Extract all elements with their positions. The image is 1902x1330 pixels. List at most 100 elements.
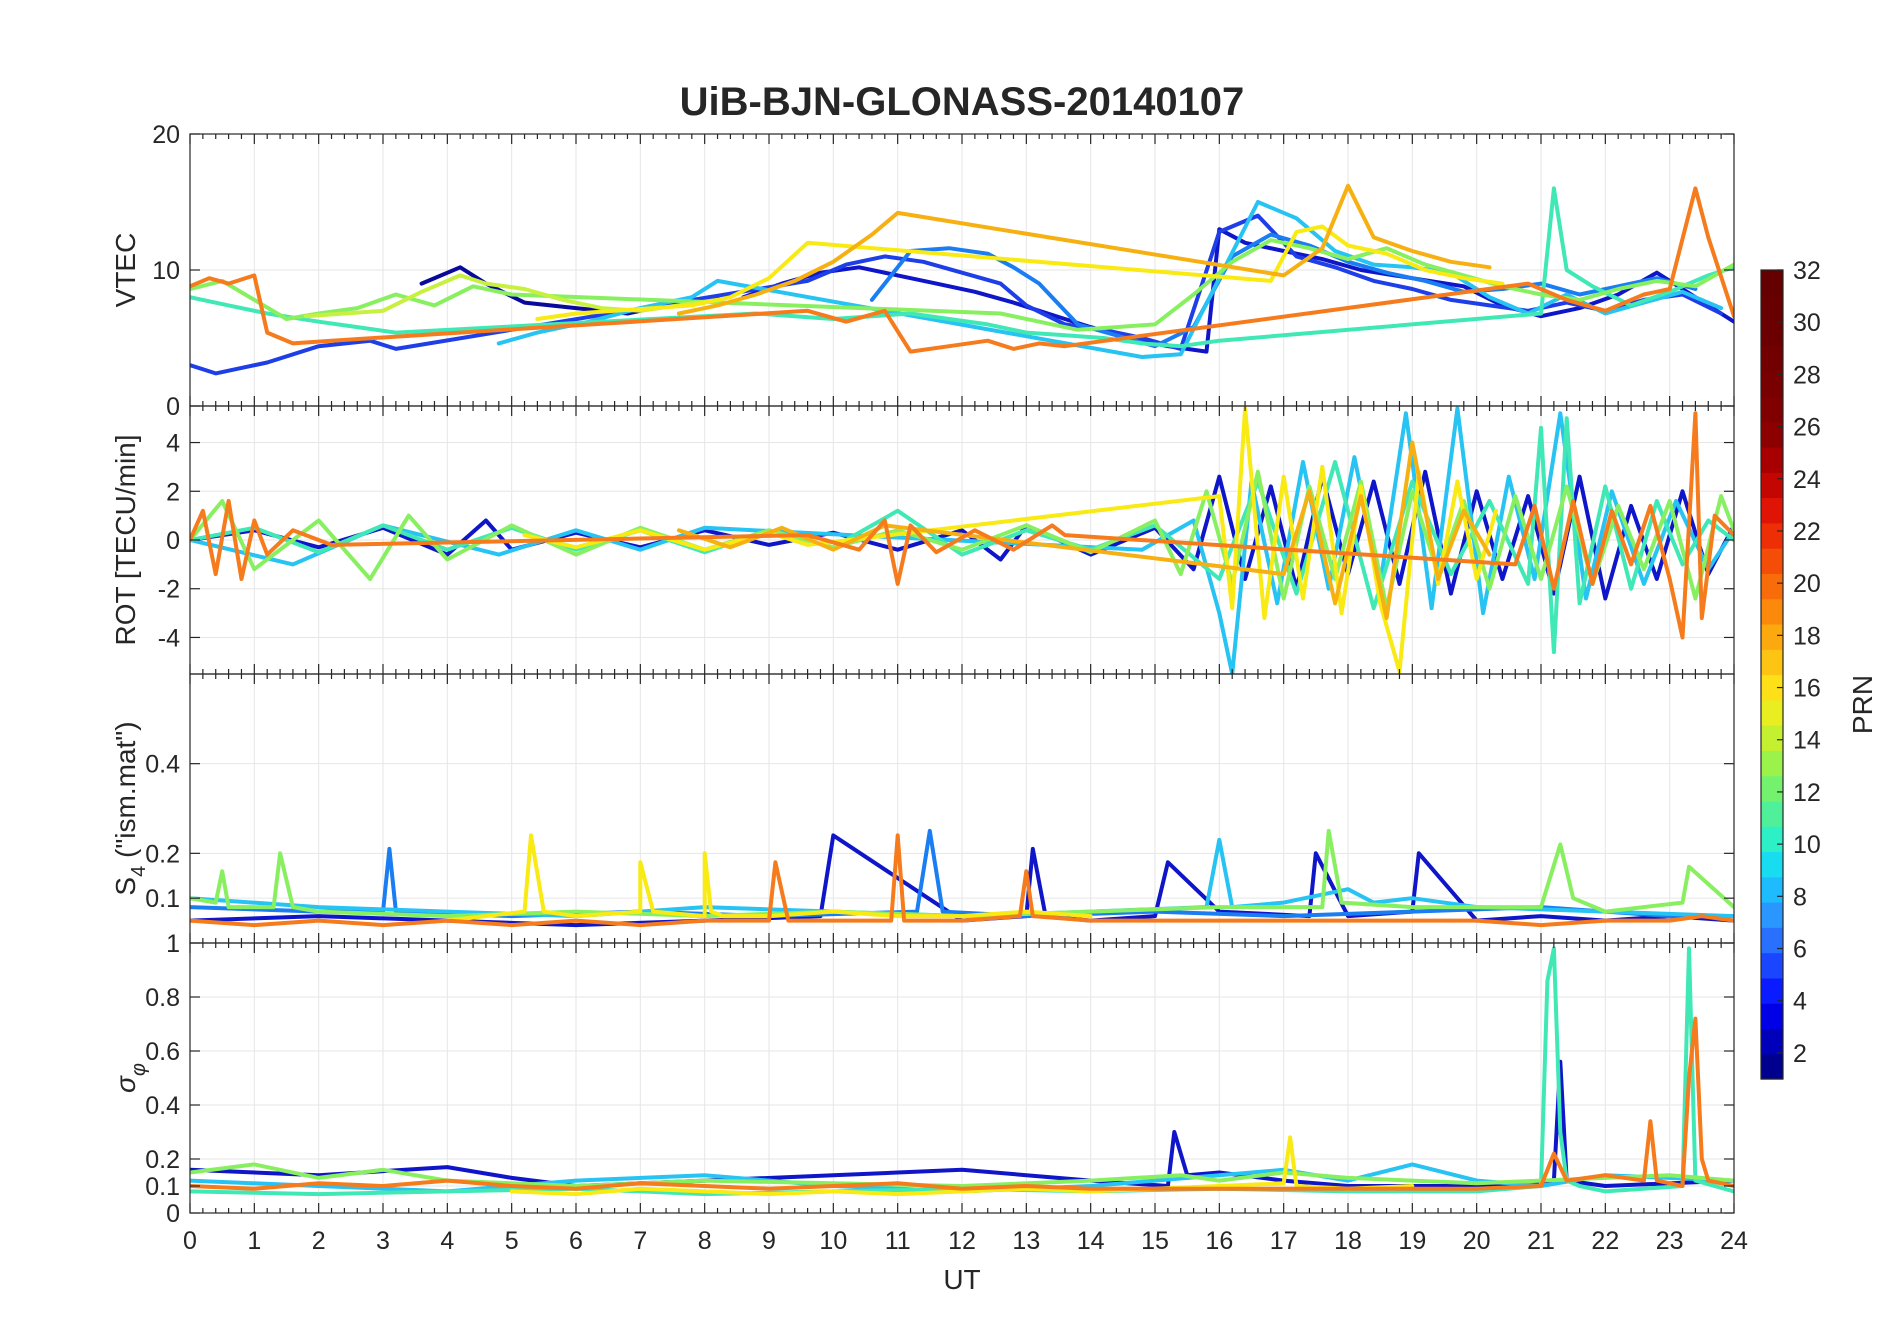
- colorbar-swatch: [1761, 320, 1783, 347]
- panel-s4: 0.1 0.2 0.4S4 ("ism.mat"): [110, 673, 1735, 944]
- colorbar-tick-label: 8: [1793, 883, 1807, 911]
- colorbar-swatch: [1761, 876, 1783, 903]
- vtec-series-prn-16: [190, 238, 1734, 332]
- vtec-series-prn-3: [741, 227, 1734, 354]
- vtec-ytick-label: 10: [152, 257, 180, 285]
- colorbar-tick-label: 30: [1793, 309, 1821, 337]
- xtick-label: 4: [440, 1227, 454, 1255]
- colorbar-swatch: [1761, 371, 1783, 398]
- s4-ytick-label: 0.4: [145, 751, 180, 779]
- s4-ytick-label: 0.2: [145, 840, 180, 868]
- vtec-series-prn-20: [535, 224, 1505, 321]
- colorbar-swatch: [1761, 725, 1783, 751]
- colorbar-swatch: [1761, 927, 1783, 954]
- xtick-label: 16: [1205, 1227, 1233, 1255]
- sigphi-series-prn-16: [190, 1162, 1734, 1188]
- colorbar-swatch: [1761, 270, 1783, 296]
- rot-series-prn-24: [190, 411, 1734, 640]
- xtick-label: 13: [1012, 1227, 1040, 1255]
- xtick-label: 21: [1527, 1227, 1555, 1255]
- xtick-label: 6: [569, 1227, 583, 1255]
- colorbar-swatch: [1761, 548, 1783, 574]
- xtick-label: 19: [1398, 1227, 1426, 1255]
- colorbar-swatch: [1761, 826, 1783, 853]
- xtick-label: 12: [948, 1227, 976, 1255]
- chart-title: UiB-BJN-GLONASS-20140107: [680, 80, 1245, 124]
- xtick-label: 23: [1656, 1227, 1684, 1255]
- sigphi-grid: [189, 942, 1735, 1214]
- sigphi-ytick-label: 0: [166, 1200, 180, 1228]
- vtec-series-prn-14: [190, 186, 1734, 349]
- xtick-label: 10: [819, 1227, 847, 1255]
- colorbar-swatch: [1761, 1003, 1783, 1030]
- s4-series-prn-9: [190, 828, 1734, 919]
- sigphi-ytick-label: 0.4: [145, 1092, 180, 1120]
- panel-rot: -4 -2 0 2 4 ROT [TECU/min]: [110, 405, 1735, 675]
- xtick-label: 11: [885, 1227, 911, 1255]
- colorbar-tick-label: 4: [1793, 988, 1807, 1016]
- sigphi-ytick-label: 0.2: [145, 1146, 180, 1174]
- colorbar-swatch: [1761, 598, 1783, 625]
- colorbar-tick-label: 12: [1793, 779, 1821, 807]
- vtec-series-prn-9: [869, 232, 1698, 349]
- colorbar-tick-label: 24: [1793, 466, 1821, 494]
- rot-ytick-label: 2: [166, 478, 180, 506]
- sigphi-ytick-label: 1: [166, 930, 180, 958]
- colorbar-tick-label: 6: [1793, 936, 1807, 964]
- colorbar-swatch: [1761, 649, 1783, 676]
- colorbar-swatch: [1761, 295, 1783, 322]
- colorbar-swatch: [1761, 800, 1783, 827]
- s4-series-prn-24: [190, 833, 1734, 928]
- xtick-label: 0: [183, 1227, 197, 1255]
- colorbar-tick-label: 14: [1793, 727, 1821, 755]
- xtick-label: 18: [1334, 1227, 1362, 1255]
- colorbar-swatch: [1761, 674, 1783, 701]
- s4-ytick-label: 0.1: [145, 885, 180, 913]
- xtick-label: 8: [698, 1227, 712, 1255]
- xtick-label: 1: [247, 1227, 261, 1255]
- vtec-ytick-label: 0: [166, 393, 180, 421]
- colorbar-swatch: [1761, 1053, 1783, 1080]
- vtec-series-prn-24: [190, 186, 1734, 354]
- sigphi-series-group: [190, 946, 1734, 1197]
- colorbar-swatch: [1761, 902, 1783, 928]
- colorbar-tick-label: 2: [1793, 1040, 1807, 1068]
- rot-ytick-label: 4: [166, 430, 180, 458]
- xtick-label: 14: [1077, 1227, 1105, 1255]
- colorbar-swatch: [1761, 573, 1783, 600]
- panel-vtec: 0 10 20 VTEC: [110, 121, 1735, 421]
- xtick-label: 20: [1463, 1227, 1491, 1255]
- xtick-label: 7: [633, 1227, 647, 1255]
- rot-series-group: [190, 406, 1734, 674]
- rot-ytick-label: 0: [166, 527, 180, 555]
- colorbar-swatch: [1761, 396, 1783, 423]
- xtick-label: 3: [376, 1227, 390, 1255]
- xtick-label: 5: [505, 1227, 519, 1255]
- xtick-label: 24: [1720, 1227, 1748, 1255]
- sigphi-ytick-label: 0.8: [145, 984, 180, 1012]
- colorbar-swatch: [1761, 699, 1783, 726]
- colorbar-swatch: [1761, 522, 1783, 549]
- colorbar-frame: [1760, 269, 1784, 1080]
- colorbar-tick-label: 20: [1793, 570, 1821, 598]
- colorbar-tick-label: 22: [1793, 518, 1821, 546]
- vtec-ytick-label: 20: [152, 121, 180, 149]
- colorbar-swatch: [1761, 623, 1783, 650]
- rot-ytick-label: -4: [158, 624, 180, 652]
- vtec-series-prn-22: [676, 183, 1492, 316]
- xtick-label: 22: [1591, 1227, 1619, 1255]
- s4-y-axis-label: S4 ("ism.mat"): [110, 721, 150, 895]
- xtick-label: 9: [762, 1227, 776, 1255]
- rot-series-prn-22: [676, 440, 1492, 620]
- rot-y-axis-label: ROT [TECU/min]: [110, 434, 141, 645]
- rot-ytick-label: -2: [158, 576, 180, 604]
- vtec-grid: [189, 133, 1735, 407]
- sigphi-ytick-label: 0.6: [145, 1038, 180, 1066]
- colorbar-tick-label: 16: [1793, 675, 1821, 703]
- colorbar-tick-label: 26: [1793, 414, 1821, 442]
- colorbar-swatch: [1761, 851, 1783, 878]
- colorbar-swatch: [1761, 345, 1783, 372]
- s4-grid: [189, 674, 1735, 943]
- s4-series-group: [190, 828, 1734, 928]
